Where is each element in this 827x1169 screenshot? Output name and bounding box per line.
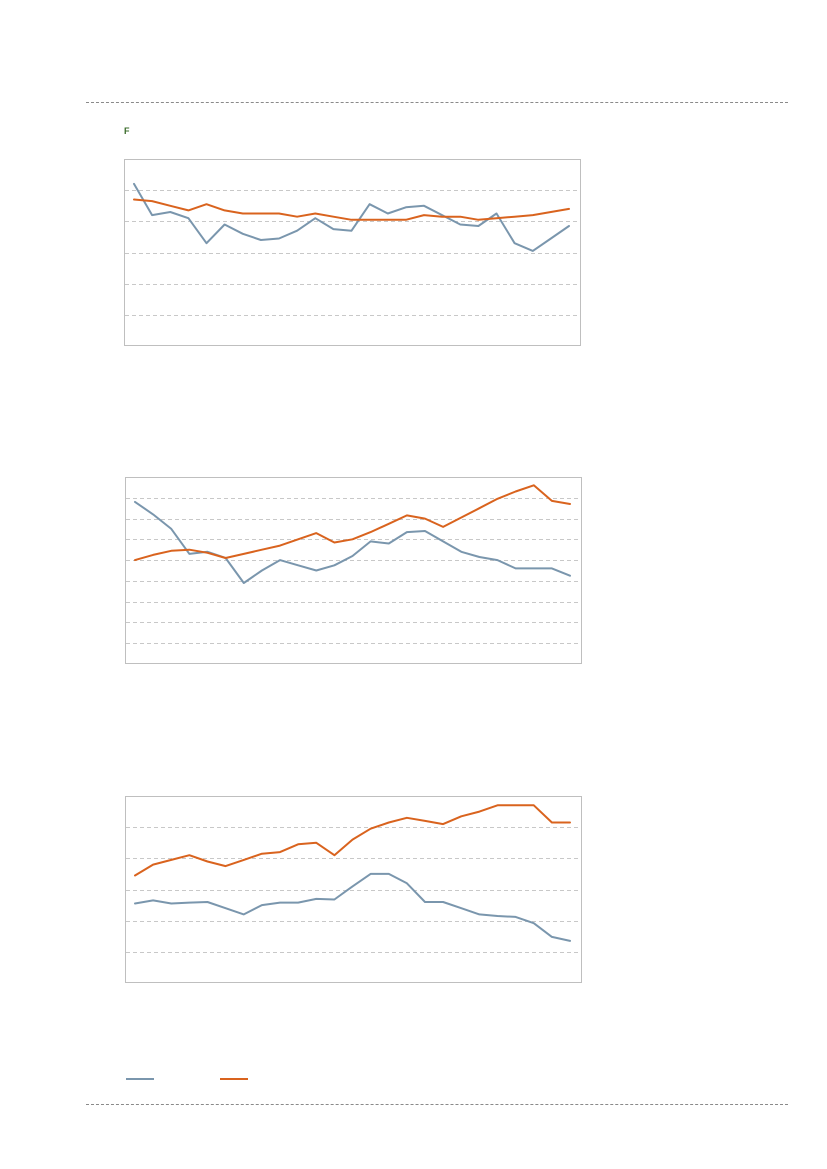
chart-1-frame [124, 159, 581, 346]
chart-panel-2 [125, 477, 582, 664]
figure-label: F [124, 126, 130, 136]
top-dashed-rule [86, 102, 788, 103]
chart-2-series-line-2 [134, 484, 571, 562]
chart-3-series-line-2 [134, 804, 571, 877]
bottom-dashed-rule [86, 1104, 788, 1105]
chart-3-frame [125, 796, 582, 983]
chart-1-svg [124, 159, 581, 346]
chart-panel-3 [125, 796, 582, 983]
legend-swatch-2 [220, 1078, 248, 1080]
chart-2-frame [125, 477, 582, 664]
chart-2-svg [125, 477, 582, 664]
chart-panel-1 [124, 159, 581, 346]
chart-3-series-line-1 [134, 872, 571, 942]
legend-swatch-1 [126, 1078, 154, 1080]
chart-1-series-line-1 [133, 182, 570, 252]
chart-3-svg [125, 796, 582, 983]
chart-1-series-line-2 [133, 198, 570, 221]
